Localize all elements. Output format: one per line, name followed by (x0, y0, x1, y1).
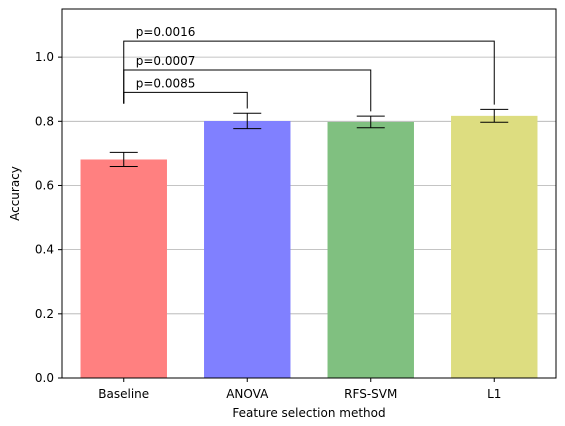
p-value-label: p=0.0016 (136, 25, 196, 39)
bracket-line (123, 40, 495, 105)
p-value-label: p=0.0085 (136, 76, 196, 90)
plot-frame (61, 8, 557, 379)
bar-rfs-svm (327, 121, 414, 378)
y-tick-label: 0.8 (35, 114, 54, 128)
bars (80, 115, 538, 379)
x-tick-label: RFS-SVM (344, 387, 397, 401)
y-axis-ticks: 0.0 0.2 0.4 0.6 0.8 1.0 (35, 50, 62, 385)
y-tick-label: 0.2 (35, 307, 54, 321)
y-tick-label: 0.6 (35, 178, 54, 192)
error-bars (109, 108, 509, 168)
error-bar (233, 112, 262, 130)
y-tick-label: 0.4 (35, 243, 54, 257)
bar-l1 (451, 115, 538, 379)
significance-bracket: p=0.0085 (123, 76, 248, 109)
bar-anova (204, 120, 291, 379)
bar-baseline (80, 159, 167, 378)
x-tick-label: ANOVA (226, 387, 269, 401)
significance-brackets: p=0.0085 p=0.0007 p=0.0016 (123, 25, 495, 112)
p-value-label: p=0.0007 (136, 54, 196, 68)
error-bar (356, 115, 385, 129)
y-tick-label: 1.0 (35, 50, 54, 64)
x-tick-label: Baseline (98, 387, 149, 401)
y-axis-label: Accuracy (8, 166, 22, 221)
error-bar (109, 151, 138, 168)
significance-bracket: p=0.0016 (123, 25, 495, 105)
x-axis-label: Feature selection method (232, 406, 385, 420)
y-tick-label: 0.0 (35, 371, 54, 385)
error-bar (480, 108, 509, 123)
bracket-line (123, 91, 248, 109)
x-tick-label: L1 (487, 387, 501, 401)
x-axis-ticks: Baseline ANOVA RFS-SVM L1 (98, 378, 501, 401)
